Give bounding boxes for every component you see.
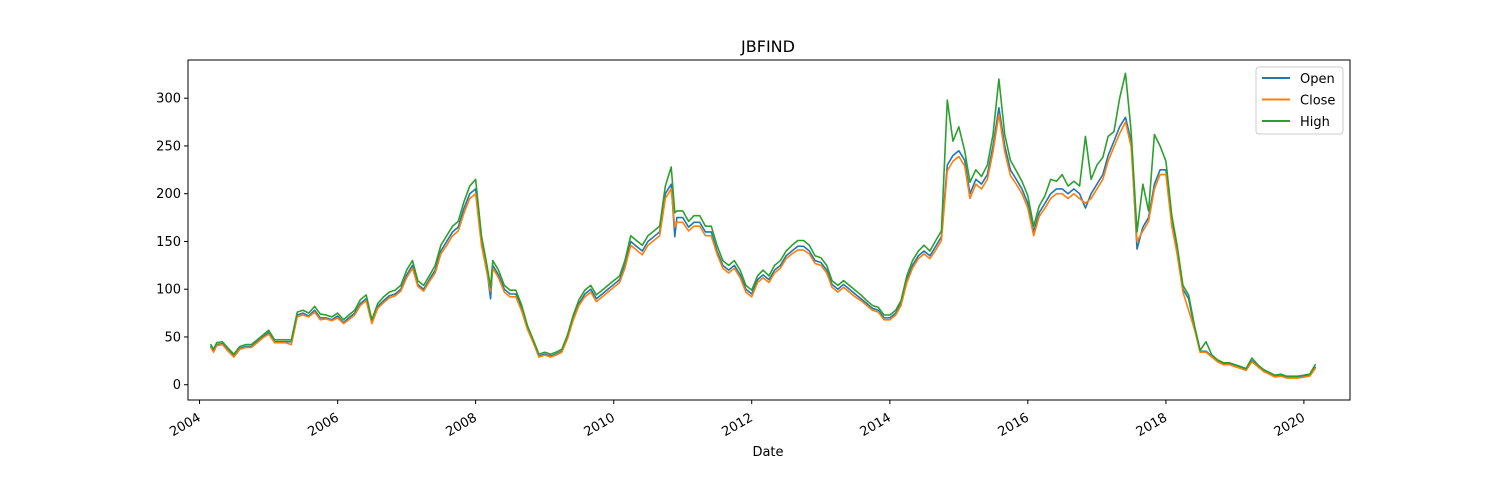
legend-label-high: High — [1300, 115, 1330, 130]
series-layer — [210, 72, 1317, 379]
legend-label-close: Close — [1300, 94, 1335, 109]
legend-box — [1255, 66, 1344, 135]
series-line-close — [210, 113, 1317, 379]
y-tick-label: 100 — [156, 283, 181, 298]
x-axis-label: Date — [752, 445, 783, 460]
y-tick-label: 50 — [164, 330, 181, 345]
plot-frame — [187, 59, 1351, 401]
y-axis: 0 50 100 150 200 250 300 — [156, 92, 188, 393]
y-tick-label: 300 — [156, 92, 181, 107]
y-tick-label: 0 — [173, 378, 181, 393]
y-tick-label: 150 — [156, 235, 181, 250]
y-tick-label: 200 — [156, 187, 181, 202]
y-tick-label: 250 — [156, 139, 181, 154]
legend-label-open: Open — [1300, 72, 1335, 87]
series-line-open — [210, 106, 1317, 378]
series-line-high — [210, 72, 1317, 377]
legend: Open Close High — [1255, 66, 1344, 135]
chart-title: JBFIND — [740, 37, 795, 56]
